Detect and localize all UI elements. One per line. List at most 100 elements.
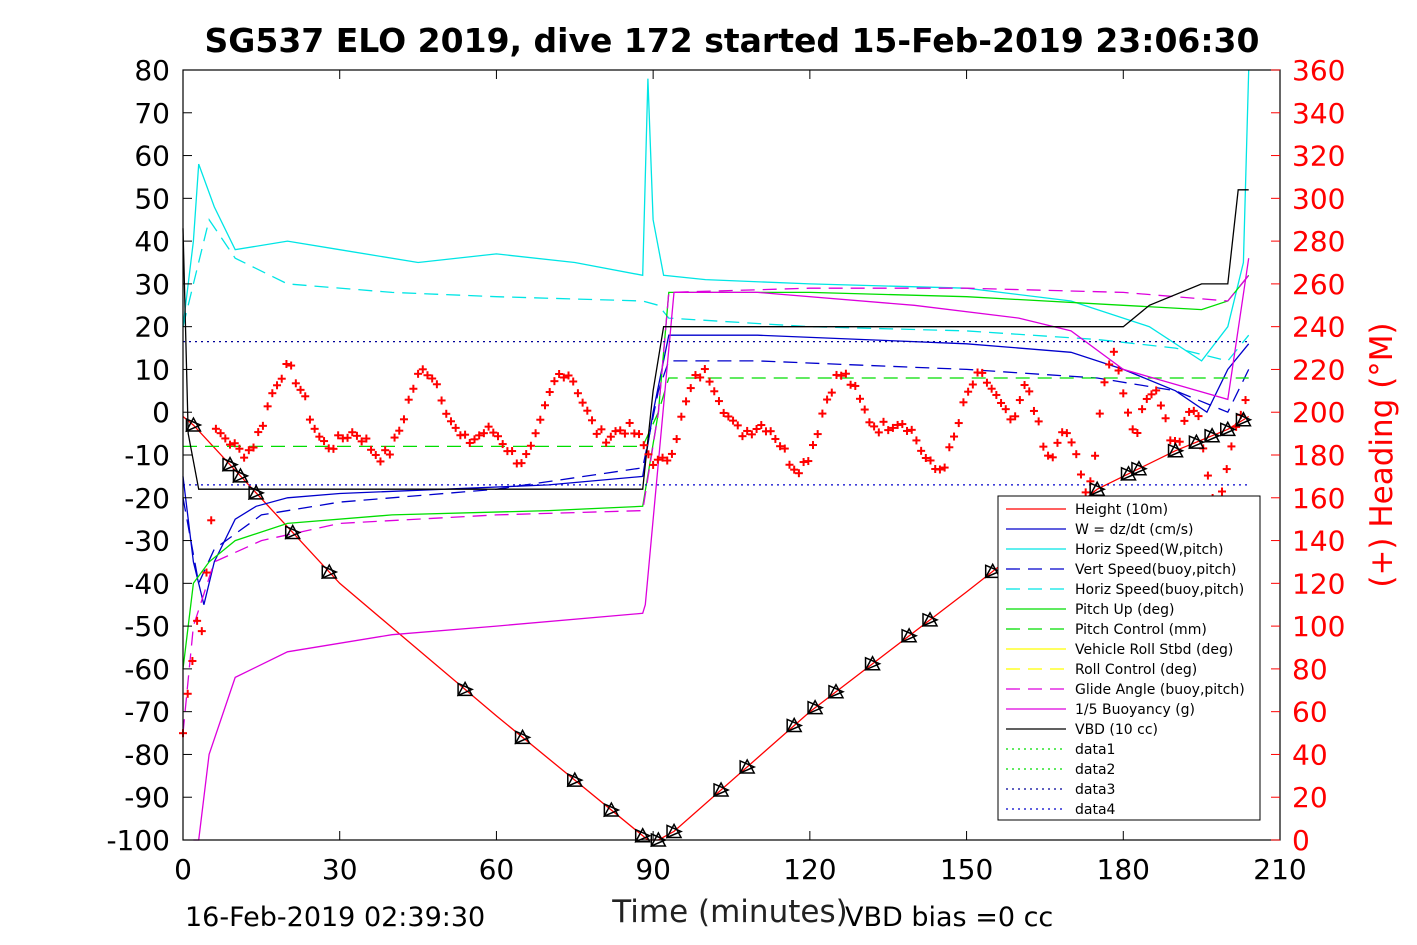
depth-triangle-marker <box>1219 420 1237 437</box>
depth-triangle-marker <box>921 611 939 627</box>
heading-marker <box>1194 412 1203 421</box>
legend-label: Height (10m) <box>1075 502 1168 518</box>
heading-marker <box>1034 417 1043 426</box>
heading-marker <box>465 438 474 447</box>
heading-marker <box>352 431 361 440</box>
heading-marker <box>1029 406 1038 415</box>
legend-entry: data4 <box>1006 802 1116 818</box>
legend-entry: Roll Control (deg) <box>1006 662 1197 678</box>
heading-marker <box>884 426 893 435</box>
legend-label: data1 <box>1075 742 1115 758</box>
y-right-tick-label: 180 <box>1292 439 1345 472</box>
heading-marker <box>935 465 944 474</box>
y-right-tick-label: 60 <box>1292 696 1328 729</box>
heading-marker <box>733 421 742 430</box>
x-axis: 0 30 60 90 120 150 180 210 <box>174 70 1307 886</box>
x-tick-label: 0 <box>174 853 192 886</box>
heading-marker <box>1128 425 1137 434</box>
y-left-tick-label: 70 <box>134 97 170 130</box>
legend-label: 1/5 Buoyancy (g) <box>1075 702 1195 718</box>
heading-marker <box>724 412 733 421</box>
heading-marker <box>841 369 850 378</box>
heading-marker <box>301 392 310 401</box>
heading-marker <box>1156 401 1165 410</box>
heading-marker <box>860 405 869 414</box>
legend-entry: W = dz/dt (cm/s) <box>1006 522 1194 538</box>
heading-marker <box>757 421 766 430</box>
legend-label: data4 <box>1075 802 1116 818</box>
heading-marker <box>183 689 192 698</box>
heading-marker <box>1025 387 1034 396</box>
heading-marker <box>357 437 366 446</box>
heading-marker <box>597 425 606 434</box>
heading-marker <box>1044 451 1053 460</box>
heading-marker <box>404 395 413 404</box>
heading-marker <box>658 453 667 462</box>
heading-marker <box>1222 465 1231 474</box>
series-horiz-speed-buoy-pitch <box>182 218 1250 362</box>
heading-marker <box>846 380 855 389</box>
heading-marker <box>1006 415 1015 424</box>
heading-markers <box>179 347 1250 738</box>
heading-marker <box>428 374 437 383</box>
series-glide-angle-buoy-pitch <box>182 274 1250 734</box>
heading-marker <box>865 418 874 427</box>
y-left-tick-label: -30 <box>124 525 170 558</box>
heading-marker <box>508 447 517 456</box>
heading-marker <box>531 429 540 438</box>
heading-marker <box>1020 381 1029 390</box>
depth-triangle-marker <box>603 801 621 818</box>
y-axis-right-label: (+) Heading (°M) <box>1364 322 1400 587</box>
y-right-tick-label: 260 <box>1292 268 1345 301</box>
depth-triangle-marker <box>806 699 824 715</box>
legend-label: Pitch Up (deg) <box>1075 602 1174 618</box>
heading-marker <box>1100 378 1109 387</box>
heading-marker <box>291 379 300 388</box>
heading-marker <box>578 398 587 407</box>
depth-triangle-marker <box>1088 480 1107 497</box>
x-tick-label: 120 <box>783 853 836 886</box>
heading-marker <box>874 428 883 437</box>
heading-marker <box>240 453 249 462</box>
heading-marker <box>682 397 691 406</box>
legend-label: Roll Control (deg) <box>1075 662 1197 678</box>
depth-triangle-marker <box>185 416 203 433</box>
heading-marker <box>898 420 907 429</box>
y-axis-right: 3603403203002802602402202001801601401201… <box>1271 54 1345 857</box>
heading-marker <box>808 441 817 450</box>
heading-marker <box>968 380 977 389</box>
heading-marker <box>249 443 258 452</box>
depth-triangle-marker <box>634 827 652 843</box>
heading-marker <box>1152 386 1161 395</box>
heading-marker <box>1067 438 1076 447</box>
y-left-tick-label: -10 <box>124 439 170 472</box>
series-vert-speed-buoy-pitch <box>182 360 1250 586</box>
heading-marker <box>1076 470 1085 479</box>
heading-marker <box>766 427 775 436</box>
heading-marker <box>414 369 423 378</box>
heading-marker <box>432 380 441 389</box>
depth-triangle-marker <box>456 680 474 697</box>
y-right-tick-label: 160 <box>1292 482 1345 515</box>
legend-label: VBD (10 cc) <box>1075 722 1158 738</box>
heading-marker <box>1072 450 1081 459</box>
heading-marker <box>992 390 1001 399</box>
depth-triangle-marker <box>900 627 919 643</box>
depth-triangle-marker <box>1203 427 1221 443</box>
heading-marker <box>1180 416 1189 425</box>
legend-label: Vert Speed(buoy,pitch) <box>1075 562 1237 578</box>
legend-label: Glide Angle (buoy,pitch) <box>1075 682 1245 698</box>
heading-marker <box>573 389 582 398</box>
heading-marker <box>569 377 578 386</box>
y-left-tick-label: -50 <box>124 610 170 643</box>
heading-marker <box>282 359 291 368</box>
heading-marker <box>1091 451 1100 460</box>
heading-marker <box>945 443 954 452</box>
heading-marker <box>371 450 380 459</box>
legend-entry: 1/5 Buoyancy (g) <box>1006 702 1195 718</box>
y-axis-left: 80 70 60 50 40 30 20 10 0 -10 -20 -30 -40 -50 -60 -70 -8… <box>106 54 192 857</box>
heading-marker <box>794 469 803 478</box>
heading-marker <box>790 465 799 474</box>
heading-marker <box>235 444 244 453</box>
